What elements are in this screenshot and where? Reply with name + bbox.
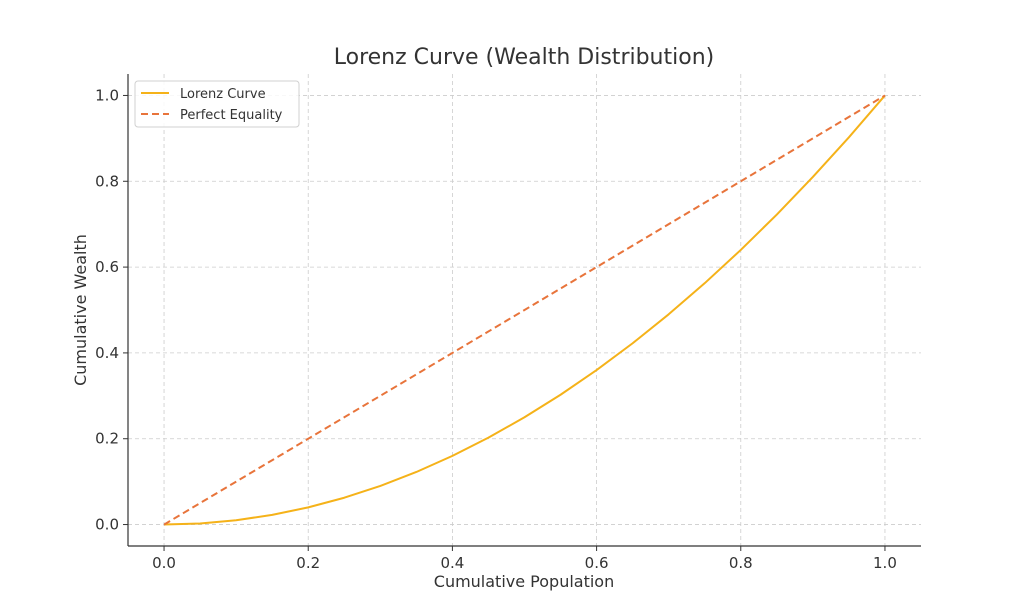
ticks: 0.0 0.2 0.4 0.6 0.8 1.0 0.0 0.2 0.4 0.6 0.8 1.0 (95, 86, 897, 572)
series-line-lorenz-curve (164, 94, 886, 526)
legend-label: Perfect Equality (180, 108, 283, 123)
x-tick-label: 0.0 (152, 554, 176, 572)
x-tick-label: 1.0 (873, 554, 897, 572)
y-tick-label: 0.6 (95, 258, 119, 276)
chart-title: Lorenz Curve (Wealth Distribution) (334, 45, 714, 70)
y-tick-label: 0.8 (95, 172, 119, 190)
axes (127, 74, 921, 547)
grid (128, 74, 921, 546)
x-tick-label: 0.6 (585, 554, 609, 572)
y-tick-label: 0.2 (95, 430, 119, 448)
legend-label: Lorenz Curve (180, 87, 266, 102)
y-tick-label: 1.0 (95, 86, 119, 104)
x-tick-label: 0.2 (296, 554, 320, 572)
x-tick-label: 0.4 (440, 554, 464, 572)
series-line-perfect-equality (163, 94, 886, 526)
y-tick-label: 0.4 (95, 344, 119, 362)
legend: Lorenz Curve Perfect Equality (134, 80, 300, 128)
legend-box (134, 80, 300, 128)
x-tick-label: 0.8 (729, 554, 753, 572)
x-axis-label: Cumulative Population (434, 572, 614, 591)
y-tick-label: 0.0 (95, 516, 119, 534)
y-axis-label: Cumulative Wealth (71, 234, 90, 386)
series-layer (163, 94, 886, 526)
